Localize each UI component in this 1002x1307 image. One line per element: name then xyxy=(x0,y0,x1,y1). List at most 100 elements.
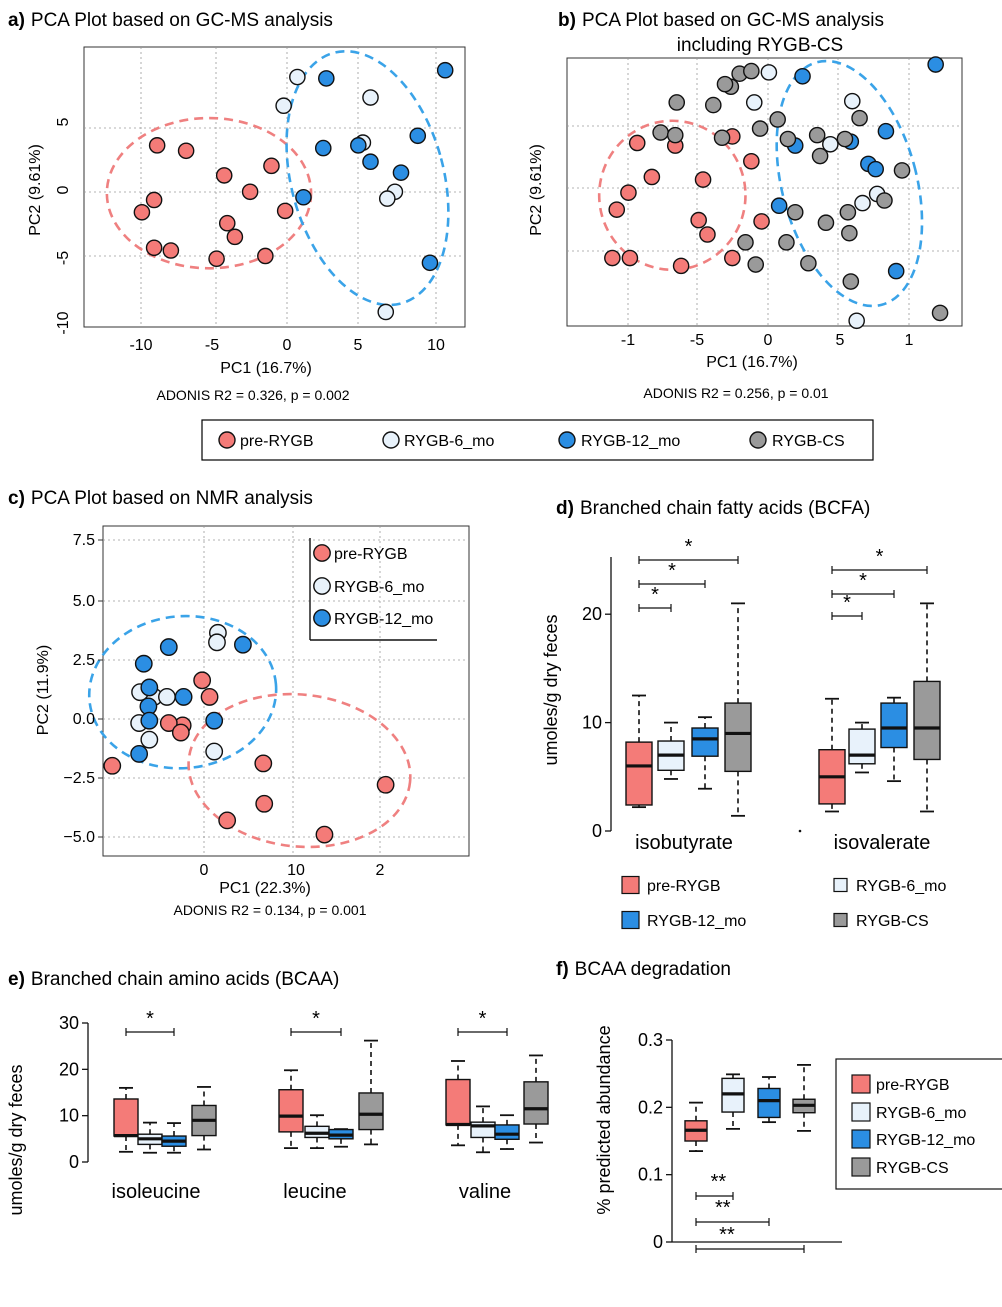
pb-point-m12-1 xyxy=(794,68,811,85)
pd-category-1: isovalerate xyxy=(834,832,931,854)
panel-e-ylabel: umoles/g dry feces xyxy=(6,1064,26,1215)
pc-point-pre-8 xyxy=(255,794,274,813)
pd-legend-label-pre: pre-RYGB xyxy=(647,878,721,895)
panel-b: b) PCA Plot based on GC-MS analysis inclu… xyxy=(528,10,963,401)
pa-xtick-3: 5 xyxy=(354,337,363,354)
panel-a-letter: a) xyxy=(8,10,25,31)
panel-d-ylabel: umoles/g dry feces xyxy=(541,614,561,765)
pb-xtick-4: 1 xyxy=(905,332,914,349)
pb-point-cs-14 xyxy=(851,109,868,127)
pb-point-cs-10 xyxy=(769,111,786,128)
pd-legend-marker-cs xyxy=(833,912,848,928)
pc-legend-marker-pre xyxy=(313,544,331,562)
pc-point-m12-6 xyxy=(140,711,159,730)
pd-legend-label-cs: RYGB-CS xyxy=(856,913,929,930)
pb-point-pre-8 xyxy=(690,211,707,229)
pa-ytick-1: 0 xyxy=(55,185,72,194)
panel-c-grid xyxy=(103,526,469,856)
shared-legend: pre-RYGB RYGB-6_mo RYGB-12_mo RYGB-CS xyxy=(201,419,874,461)
pb-point-pre-9 xyxy=(699,226,716,243)
pc-point-pre-3 xyxy=(159,714,178,732)
panel-e-letter: e) xyxy=(8,969,25,990)
pd-legend-marker-m6 xyxy=(833,877,848,893)
panel-a-points xyxy=(133,61,454,321)
pa-point-m6-0 xyxy=(289,68,306,86)
panel-c-title: PCA Plot based on NMR analysis xyxy=(31,488,313,509)
pa-point-m12-7 xyxy=(295,188,312,206)
panel-c-ylabel: PC2 (11.9%) xyxy=(35,645,52,735)
pe-ytick-3: 30 xyxy=(59,1013,79,1033)
pc-ytick-1: 5.0 xyxy=(73,593,95,610)
pf-legend-label-pre: pre-RYGB xyxy=(876,1077,950,1094)
panel-a-title: PCA Plot based on GC-MS analysis xyxy=(31,10,333,31)
panel-b-letter: b) xyxy=(558,10,576,31)
pe-category-2: valine xyxy=(459,1181,511,1203)
svg-text:e)Branched chain amino acids (: e) Branched chain amino acids (BCAA) xyxy=(8,969,339,990)
pe-sig-0-label: * xyxy=(146,1008,154,1030)
pc-ytick-4: −2.5 xyxy=(63,770,95,787)
pd-sig-5-label: * xyxy=(876,546,884,568)
panel-b-points xyxy=(604,56,949,330)
panel-b-ellipses xyxy=(597,59,924,308)
shared-legend-label-cs: RYGB-CS xyxy=(772,433,845,450)
panel-e-title: Branched chain amino acids (BCAA) xyxy=(31,969,339,990)
pb-xtick-3: 5 xyxy=(836,332,845,349)
pa-point-m6-6 xyxy=(377,303,395,321)
pa-point-pre-2 xyxy=(215,167,233,184)
panel-a-xticks: -10 -5 0 5 10 xyxy=(129,337,445,354)
pb-point-m6-2 xyxy=(843,92,861,110)
pf-ytick-3: 0.3 xyxy=(638,1030,663,1050)
pb-point-pre-6 xyxy=(608,201,626,218)
pb-point-cs-11 xyxy=(779,130,797,148)
panel-b-xlabel: PC1 (16.7%) xyxy=(706,354,798,371)
pb-point-cs-4 xyxy=(704,96,722,114)
pe-category-1: leucine xyxy=(283,1181,346,1203)
pb-point-cs-3 xyxy=(743,62,760,80)
pc-point-pre-6 xyxy=(254,754,273,773)
panel-e-boxes xyxy=(113,1039,549,1154)
pd-box-0-m12-iqr xyxy=(691,727,719,757)
pb-point-cs-18 xyxy=(786,203,804,221)
panel-a-ellipses xyxy=(105,49,450,307)
panel-d-significance: * * * * * * xyxy=(638,536,928,620)
panel-f-axes: 0 0.1 0.2 0.3 xyxy=(638,1030,842,1252)
pb-point-pre-12 xyxy=(621,249,639,267)
pa-point-m12-2 xyxy=(314,139,332,157)
pc-point-pre-10 xyxy=(315,825,334,844)
pb-point-cs-6 xyxy=(652,124,669,141)
pb-point-m6-3 xyxy=(822,135,839,153)
pc-point-m12-2 xyxy=(134,654,153,673)
pa-point-m12-6 xyxy=(392,164,410,181)
panel-c-xticks: 0 10 2 xyxy=(200,862,385,879)
pc-point-m6-6 xyxy=(140,730,159,749)
pe-box-0-pre-iqr xyxy=(113,1098,139,1137)
pc-point-pre-5 xyxy=(103,756,122,775)
pc-xtick-0: 0 xyxy=(200,862,209,879)
pa-point-pre-1 xyxy=(177,142,195,160)
pb-point-m6-0 xyxy=(760,64,778,81)
pf-box-0-m12-iqr xyxy=(757,1087,781,1119)
panel-d-legend: pre-RYGB RYGB-6_mo RYGB-12_mo RYGB-CS xyxy=(621,875,947,930)
pd-box-0-pre-iqr xyxy=(625,741,653,806)
pa-point-m12-0 xyxy=(436,61,454,79)
pe-ytick-1: 10 xyxy=(59,1106,79,1126)
panel-f-legend: pre-RYGB RYGB-6_mo RYGB-12_mo RYGB-CS xyxy=(835,1058,1002,1190)
pb-point-pre-14 xyxy=(724,249,741,267)
pb-point-pre-10 xyxy=(753,213,770,230)
pe-box-2-m12-iqr xyxy=(494,1124,520,1140)
panel-f-significance: ** ** ** xyxy=(695,1171,805,1253)
pd-sig-0-label: * xyxy=(651,584,659,606)
pd-legend-marker-pre xyxy=(621,875,640,895)
pa-ytick-2: -5 xyxy=(55,251,72,265)
pf-legend-marker-cs xyxy=(851,1157,871,1177)
pb-point-pre-13 xyxy=(672,257,690,275)
panel-c: c) PCA Plot based on NMR analysis pre-RYG… xyxy=(8,488,470,918)
svg-text:d)Branched chain fatty acids (: d) Branched chain fatty acids (BCFA) xyxy=(556,498,870,519)
panel-c-yticks: 7.5 5.0 2.5 0.0 −2.5 −5.0 xyxy=(63,532,103,846)
panel-c-xlabel: PC1 (22.3%) xyxy=(219,880,311,897)
pa-xtick-0: -10 xyxy=(129,337,152,354)
pd-category-0: isobutyrate xyxy=(635,832,733,854)
pe-category-0: isoleucine xyxy=(112,1181,201,1203)
pa-point-m12-1 xyxy=(318,70,335,87)
